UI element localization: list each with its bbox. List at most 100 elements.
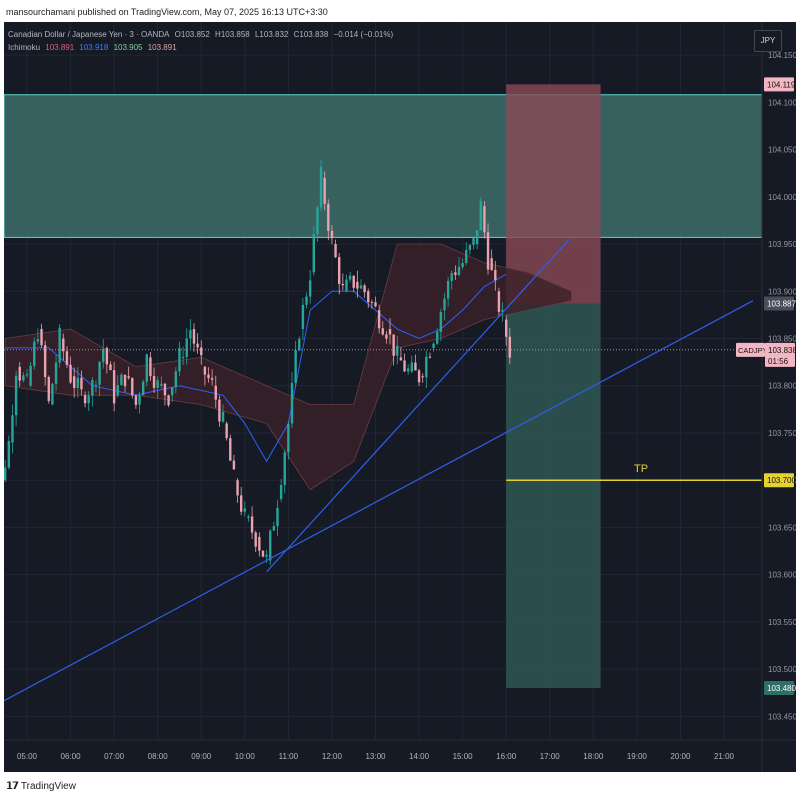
candle-body (279, 485, 283, 500)
candle-body (396, 345, 399, 356)
candle-body (145, 354, 148, 382)
candle-body (450, 273, 453, 281)
candle-body (446, 280, 450, 299)
candle-body (4, 467, 7, 481)
candle-body (308, 280, 312, 297)
ichimoku-value-1: 103.891 (45, 43, 75, 52)
candle-body (181, 356, 185, 358)
candle-body (319, 166, 323, 208)
time-tick-label: 10:00 (235, 752, 256, 761)
candle-body (189, 330, 192, 339)
candle-body (399, 357, 403, 361)
candle-body (250, 516, 254, 533)
ohlc-legend: Canadian Dollar / Japanese Yen · 3 · OAN… (8, 30, 396, 39)
candle-body (479, 200, 482, 231)
candle-body (29, 365, 32, 386)
candle-body (229, 438, 232, 461)
time-tick-label: 12:00 (322, 752, 343, 761)
price-label: 104.119 (767, 80, 796, 89)
candle-body (301, 304, 305, 330)
candle-body (356, 281, 359, 289)
candle-body (461, 262, 464, 267)
candle-body (417, 370, 421, 383)
candle-body (218, 399, 221, 422)
candle-body (348, 275, 352, 280)
trendline-2 (4, 300, 754, 702)
candle-body (269, 530, 272, 561)
candle-body (421, 376, 424, 378)
ichimoku-value-3: 103.905 (113, 43, 143, 52)
candle-body (54, 362, 58, 384)
candle-body (258, 536, 261, 551)
candle-body (178, 347, 181, 372)
bar-countdown: 01:56 (768, 357, 789, 366)
price-tick-label: 103.500 (768, 665, 796, 674)
candle-body (25, 374, 29, 376)
currency-button[interactable]: JPY (754, 30, 782, 52)
candle-body (236, 480, 239, 496)
candle-body (334, 244, 337, 258)
candle-body (83, 395, 87, 404)
candle-body (43, 345, 47, 377)
candle-body (443, 298, 446, 311)
candle-body (58, 327, 61, 363)
candle-body (141, 381, 145, 396)
price-chart[interactable]: TP 104.150104.100104.050104.000103.95010… (4, 22, 796, 772)
candle-body (370, 302, 374, 304)
candle-body (341, 283, 345, 286)
price-label-bg (764, 77, 794, 92)
price-tick-label: 103.550 (768, 618, 796, 627)
candle-body (388, 329, 392, 335)
candle-body (163, 383, 167, 396)
change-value: −0.014 (−0.01%) (333, 30, 394, 39)
candle-body (11, 415, 14, 443)
close-value: C103.838 (293, 30, 329, 39)
candle-body (105, 347, 109, 365)
candle-body (214, 385, 217, 400)
ichimoku-cloud (4, 243, 572, 491)
candle-body (406, 368, 410, 372)
candle-body (22, 375, 25, 381)
candle-body (225, 423, 228, 439)
candle-body (363, 285, 366, 293)
candle-body (207, 374, 210, 379)
candle-body (47, 376, 50, 402)
candle-body (131, 377, 134, 396)
trendline-1 (266, 238, 570, 573)
candle-body (290, 382, 294, 424)
candle-body (414, 362, 417, 371)
time-tick-label: 16:00 (496, 752, 517, 761)
candle-body (62, 338, 65, 352)
candle-body (367, 291, 370, 303)
candle-body (294, 349, 297, 383)
price-label: 103.700 (767, 476, 796, 485)
time-axis: 05:00 06:00 07:00 08:00 09:00 10:00 11:00 12:00… (17, 752, 735, 761)
ichimoku-legend[interactable]: Ichimoku 103.891 103.918 103.905 103.891 (8, 43, 180, 52)
candle-body (156, 380, 159, 388)
candle-body (91, 380, 94, 396)
candle-body (497, 291, 501, 312)
price-tick-label: 104.100 (768, 98, 796, 107)
last-price-label: 103.838 (768, 346, 796, 355)
candle-body (410, 362, 414, 372)
price-tick-label: 103.850 (768, 334, 796, 343)
candle-body (385, 334, 388, 339)
price-tick-label: 104.050 (768, 146, 796, 155)
candle-body (210, 378, 214, 380)
candle-body (109, 364, 112, 371)
stop-loss-box (506, 84, 601, 304)
candle-body (36, 338, 40, 342)
symbol-tag: CADJPY (738, 346, 768, 355)
candle-body (475, 230, 479, 245)
time-tick-label: 19:00 (627, 752, 648, 761)
candle-body (490, 258, 493, 270)
time-tick-label: 05:00 (17, 752, 38, 761)
candle-body (428, 356, 432, 358)
candle-body (483, 206, 486, 233)
chart-panel[interactable]: TP 104.150 104.100 104.050 104.000 103.950 10… (4, 22, 796, 772)
candle-body (98, 361, 101, 385)
candle-body (305, 296, 308, 305)
candle-body (439, 312, 443, 332)
price-tick-label: 104.150 (768, 51, 796, 60)
candle-body (287, 423, 290, 453)
